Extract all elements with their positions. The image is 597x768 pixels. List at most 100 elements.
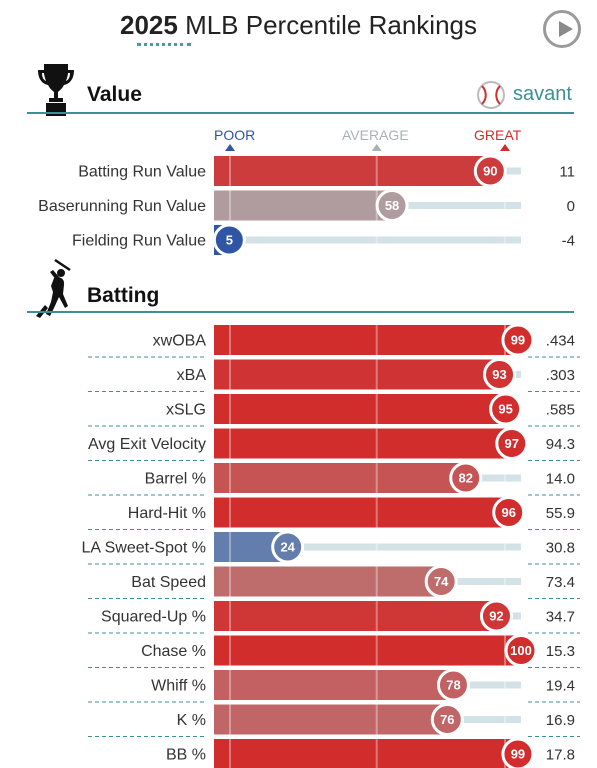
savant-brand-label[interactable]: savant bbox=[513, 83, 572, 105]
bar-xwoba bbox=[214, 325, 518, 355]
year-selector-underline[interactable] bbox=[137, 43, 191, 46]
metric-value-barrel: 14.0 bbox=[546, 471, 575, 488]
bar-xslg bbox=[214, 394, 506, 424]
percentile-circle-batting-run-value[interactable] bbox=[473, 154, 507, 188]
metric-label-xwoba: xwOBA bbox=[153, 333, 207, 350]
bar-chase bbox=[214, 635, 521, 666]
metric-value-k: 16.9 bbox=[546, 712, 575, 729]
scale-label-average: AVERAGE bbox=[342, 127, 409, 143]
percentile-circle-xslg[interactable] bbox=[489, 392, 523, 426]
bar-batting-run-value bbox=[214, 156, 491, 186]
percentile-value-xwoba: 99 bbox=[511, 333, 525, 348]
bar-whiff bbox=[214, 670, 454, 700]
percentile-value-batting-run-value: 90 bbox=[483, 164, 497, 179]
average-label: AVERAGE bbox=[342, 127, 409, 143]
percentile-circle-bat-speed[interactable] bbox=[424, 565, 458, 598]
section-rule-value bbox=[27, 112, 574, 114]
metric-label-bb: BB % bbox=[166, 747, 206, 764]
section-rule-batting bbox=[27, 311, 574, 313]
percentile-circle-barrel[interactable] bbox=[449, 461, 483, 495]
metric-label-avg-exit-velocity: Avg Exit Velocity bbox=[88, 436, 206, 453]
percentile-value-chase: 100 bbox=[510, 643, 532, 658]
metric-label-squared-up: Squared-Up % bbox=[101, 609, 206, 626]
percentile-value-baserunning-run-value: 58 bbox=[385, 198, 399, 213]
title-text: MLB Percentile Rankings bbox=[177, 10, 477, 40]
metric-value-avg-exit-velocity: 94.3 bbox=[546, 436, 575, 453]
baseball-icon bbox=[477, 81, 505, 109]
metric-value-xba: .303 bbox=[546, 367, 575, 384]
metric-label-whiff: Whiff % bbox=[151, 678, 206, 695]
metric-label-chase: Chase % bbox=[141, 643, 206, 660]
metric-label-baserunning-run-value: Baserunning Run Value bbox=[38, 198, 206, 215]
percentile-circle-fielding-run-value[interactable] bbox=[212, 223, 246, 257]
section-title-value: Value bbox=[87, 83, 142, 106]
percentile-value-bb: 99 bbox=[511, 747, 525, 762]
percentile-value-whiff: 78 bbox=[446, 678, 460, 693]
metric-value-baserunning-run-value: 0 bbox=[567, 198, 575, 215]
scale-label-poor: POOR bbox=[214, 127, 255, 143]
percentile-value-bat-speed: 74 bbox=[434, 574, 449, 589]
percentile-value-avg-exit-velocity: 97 bbox=[505, 436, 519, 451]
percentile-value-xba: 93 bbox=[492, 367, 506, 382]
percentile-value-barrel: 82 bbox=[459, 471, 473, 486]
percentile-circle-squared-up[interactable] bbox=[479, 599, 513, 633]
metric-value-bb: 17.8 bbox=[546, 747, 575, 764]
great-label: GREAT bbox=[474, 127, 522, 143]
metric-value-batting-run-value: 11 bbox=[559, 164, 575, 181]
metric-value-hard-hit: 55.9 bbox=[546, 505, 575, 522]
metric-value-chase: 15.3 bbox=[546, 643, 575, 660]
metric-label-xba: xBA bbox=[177, 367, 207, 384]
percentile-circle-xwoba[interactable] bbox=[501, 323, 535, 357]
metric-label-hard-hit: Hard-Hit % bbox=[128, 505, 206, 522]
percentile-circle-baserunning-run-value[interactable] bbox=[375, 189, 409, 222]
percentile-circle-la-sweet-spot[interactable] bbox=[271, 530, 305, 564]
metric-value-la-sweet-spot: 30.8 bbox=[546, 540, 575, 557]
metric-value-bat-speed: 73.4 bbox=[546, 574, 575, 591]
metric-value-squared-up: 34.7 bbox=[546, 609, 575, 626]
percentile-value-fielding-run-value: 5 bbox=[226, 233, 233, 248]
metric-label-bat-speed: Bat Speed bbox=[131, 574, 206, 591]
metric-value-xslg: .585 bbox=[546, 402, 575, 419]
metric-label-batting-run-value: Batting Run Value bbox=[78, 164, 206, 181]
play-button[interactable] bbox=[543, 10, 581, 48]
metric-label-xslg: xSLG bbox=[166, 402, 206, 419]
bar-avg-exit-velocity bbox=[214, 428, 512, 459]
scale-marker-poor bbox=[225, 144, 235, 151]
page-title: 2025 MLB Percentile Rankings bbox=[0, 10, 597, 41]
track-la-sweet-spot bbox=[214, 543, 521, 551]
scale-label-great: GREAT bbox=[474, 127, 521, 143]
bar-bat-speed bbox=[214, 566, 442, 597]
percentile-circle-k[interactable] bbox=[430, 703, 464, 736]
metric-label-barrel: Barrel % bbox=[145, 471, 206, 488]
bar-hard-hit bbox=[214, 497, 509, 528]
percentile-circle-bb[interactable] bbox=[501, 737, 535, 768]
section-title-batting: Batting bbox=[87, 284, 160, 307]
percentile-circle-whiff[interactable] bbox=[436, 668, 470, 702]
percentile-circle-chase[interactable] bbox=[504, 634, 538, 667]
track-fielding-run-value bbox=[214, 236, 521, 244]
scale-marker-average bbox=[371, 144, 382, 151]
percentile-value-la-sweet-spot: 24 bbox=[280, 540, 295, 555]
bar-bb bbox=[214, 739, 518, 768]
metric-label-fielding-run-value: Fielding Run Value bbox=[72, 233, 206, 250]
bar-squared-up bbox=[214, 601, 497, 631]
metric-value-whiff: 19.4 bbox=[546, 678, 575, 695]
poor-label: POOR bbox=[214, 127, 256, 143]
percentile-circle-xba[interactable] bbox=[483, 358, 517, 391]
percentile-circle-avg-exit-velocity[interactable] bbox=[495, 427, 529, 460]
percentile-value-hard-hit: 96 bbox=[501, 505, 515, 520]
percentile-value-squared-up: 92 bbox=[489, 609, 503, 624]
scale-marker-great bbox=[500, 144, 510, 151]
bar-barrel bbox=[214, 463, 466, 493]
bar-k bbox=[214, 704, 448, 735]
metric-value-xwoba: .434 bbox=[546, 333, 575, 350]
metric-label-k: K % bbox=[177, 712, 206, 729]
percentile-circle-hard-hit[interactable] bbox=[492, 496, 526, 529]
bar-baserunning-run-value bbox=[214, 190, 393, 221]
title-year: 2025 bbox=[120, 10, 178, 40]
bar-xba bbox=[214, 359, 500, 390]
percentile-value-xslg: 95 bbox=[498, 402, 512, 417]
percentile-value-k: 76 bbox=[440, 712, 454, 727]
metric-label-la-sweet-spot: LA Sweet-Spot % bbox=[81, 540, 206, 557]
